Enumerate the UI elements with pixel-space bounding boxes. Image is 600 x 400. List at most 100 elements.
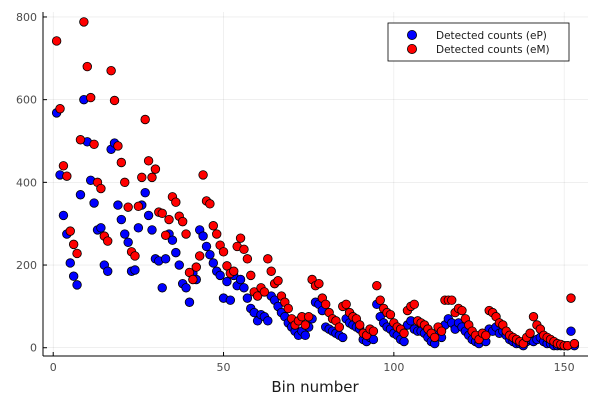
data-point-em	[79, 17, 89, 27]
data-point-em	[62, 171, 72, 181]
y-tick-label: 0	[30, 342, 37, 355]
data-point-em	[133, 201, 144, 212]
data-point-em	[566, 293, 576, 303]
data-point-em	[430, 332, 440, 343]
data-point-em	[229, 266, 239, 276]
data-point-em	[191, 262, 201, 272]
data-point-em	[436, 326, 447, 336]
data-point-em	[239, 244, 249, 255]
data-point-em	[116, 157, 127, 168]
data-point-em	[65, 226, 75, 236]
data-point-em	[120, 177, 130, 188]
data-point-em	[212, 229, 222, 239]
data-point-em	[150, 164, 161, 174]
legend-marker-ep	[406, 29, 417, 40]
data-point-ep	[89, 198, 99, 208]
data-point-em	[109, 95, 120, 106]
data-point-ep	[147, 225, 157, 235]
legend-label-em: Detected counts (eM)	[436, 44, 550, 56]
data-points	[51, 17, 580, 351]
data-point-em	[481, 330, 491, 341]
grid-lines	[43, 12, 588, 356]
data-point-em	[569, 338, 580, 349]
data-point-em	[143, 156, 154, 166]
x-tick-label: 0	[50, 361, 57, 374]
data-point-em	[140, 114, 150, 125]
data-point-em	[147, 172, 157, 183]
data-point-ep	[103, 266, 113, 276]
data-point-em	[72, 248, 82, 259]
data-point-ep	[58, 210, 69, 221]
data-point-ep	[205, 249, 215, 260]
data-point-ep	[143, 210, 154, 221]
data-point-em	[385, 309, 396, 320]
data-point-em	[177, 216, 188, 227]
data-point-ep	[174, 260, 184, 270]
data-point-ep	[171, 247, 181, 258]
data-point-em	[259, 287, 270, 297]
data-point-em	[242, 254, 253, 264]
x-axis-title: Bin number	[271, 378, 359, 396]
data-point-em	[266, 266, 276, 276]
data-point-em	[409, 299, 419, 310]
data-point-em	[164, 214, 174, 225]
data-point-em	[375, 295, 385, 305]
x-tick-label: 150	[554, 361, 575, 374]
x-ticks: 0 50 100 150	[50, 352, 575, 374]
data-point-ep	[68, 271, 79, 281]
data-point-em	[208, 221, 219, 231]
x-tick-label: 50	[217, 361, 231, 374]
y-tick-label: 200	[16, 259, 37, 272]
data-point-ep	[239, 283, 249, 293]
data-point-em	[51, 36, 62, 46]
data-point-em	[447, 295, 457, 305]
data-point-ep	[167, 235, 178, 245]
data-point-em	[113, 141, 123, 151]
data-point-ep	[566, 326, 576, 336]
data-point-em	[341, 299, 351, 310]
data-point-em	[399, 328, 409, 338]
data-point-em	[188, 274, 198, 285]
data-point-em	[246, 270, 256, 281]
data-point-ep	[113, 200, 123, 210]
data-point-ep	[222, 276, 232, 287]
data-point-ep	[120, 229, 130, 239]
data-point-em	[130, 251, 140, 261]
data-point-ep	[116, 214, 127, 225]
data-point-ep	[133, 223, 144, 233]
data-point-em	[103, 236, 113, 246]
data-point-ep	[235, 274, 246, 285]
data-point-ep	[208, 258, 219, 268]
y-tick-label: 400	[16, 176, 37, 189]
axes	[42, 12, 588, 357]
legend-label-ep: Detected counts (eP)	[436, 30, 547, 42]
data-point-em	[96, 183, 106, 194]
data-point-ep	[130, 265, 140, 275]
data-point-em	[314, 278, 324, 289]
data-point-em	[334, 322, 345, 332]
y-ticks: 0 200 400 600 800	[16, 11, 47, 355]
data-point-ep	[215, 270, 225, 281]
data-point-em	[181, 229, 191, 239]
data-point-ep	[65, 258, 75, 268]
data-point-em	[85, 92, 96, 103]
data-point-ep	[242, 293, 253, 303]
data-point-ep	[263, 316, 273, 326]
legend: Detected counts (eP) Detected counts (eM…	[387, 22, 570, 62]
data-point-em	[235, 233, 246, 243]
data-point-em	[58, 161, 69, 171]
data-point-em	[82, 61, 92, 72]
data-point-em	[528, 312, 539, 322]
data-point-em	[218, 247, 229, 257]
data-point-em	[263, 254, 273, 264]
data-point-ep	[184, 297, 195, 307]
data-point-ep	[225, 295, 236, 305]
data-point-em	[55, 104, 65, 114]
data-point-em	[137, 172, 147, 183]
data-point-em	[525, 328, 535, 338]
data-point-em	[273, 276, 283, 286]
data-point-ep	[157, 283, 167, 293]
data-point-em	[75, 135, 86, 145]
data-point-ep	[399, 336, 409, 347]
